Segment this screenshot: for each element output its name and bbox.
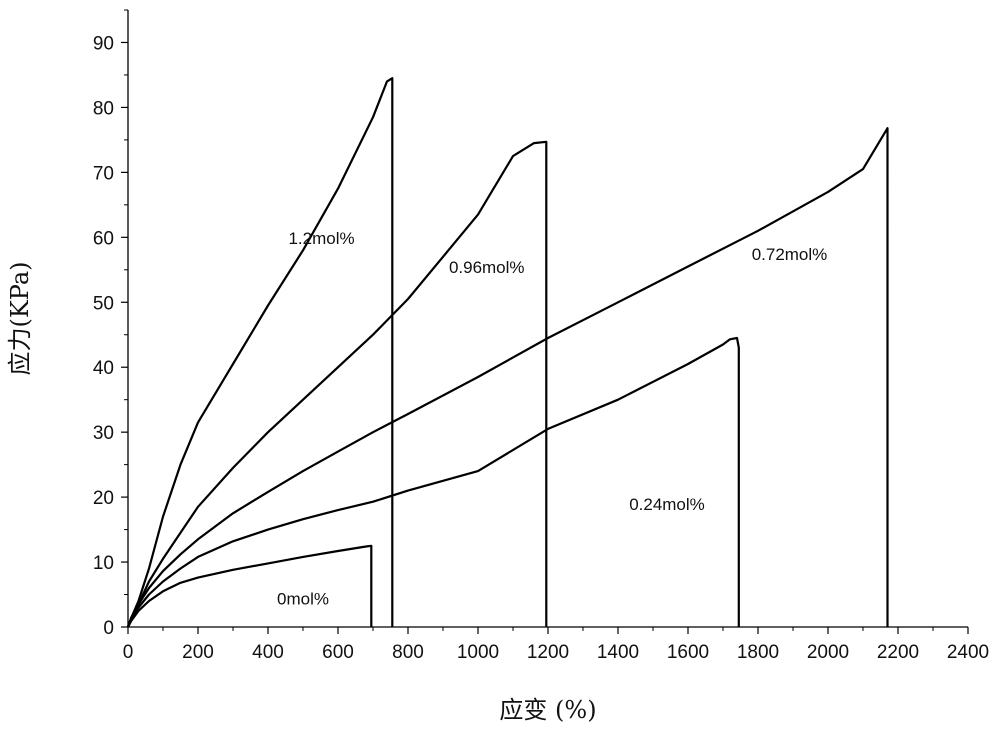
series-line: [126, 127, 889, 628]
x-tick-label: 2200: [877, 642, 919, 663]
x-tick-label: 2000: [807, 642, 849, 663]
y-tick-label: 20: [93, 488, 114, 509]
x-tick-label: 400: [252, 642, 284, 663]
y-tick-label: 30: [93, 423, 114, 444]
y-axis-title: 应力(KPa): [6, 261, 34, 375]
x-tick-label: 0: [123, 642, 134, 663]
series-label: 0.24mol%: [629, 495, 705, 514]
x-tick-label: 800: [392, 642, 424, 663]
series-line: [126, 77, 394, 628]
x-tick-label: 1800: [737, 642, 779, 663]
x-tick-label: 1400: [597, 642, 639, 663]
x-tick-label: 1000: [457, 642, 499, 663]
x-axis-title: 应变 (%): [499, 696, 596, 724]
y-tick-label: 80: [93, 98, 114, 119]
y-tick-label: 60: [93, 228, 114, 249]
y-tick-label: 90: [93, 33, 114, 54]
series-line: [126, 140, 548, 628]
y-tick-label: 50: [93, 293, 114, 314]
labels-layer: 0mol% 0.24mol% 0.72mol% 0.96mol% 1.2mol%: [277, 229, 827, 608]
series-label: 1.2mol%: [288, 229, 354, 248]
y-tick-label: 40: [93, 358, 114, 379]
series-line: [126, 336, 740, 628]
x-tick-label: 600: [322, 642, 354, 663]
y-tick-label: 10: [93, 553, 114, 574]
series-line: [127, 544, 373, 628]
x-tick-label: 2400: [947, 642, 989, 663]
x-tick-label: 1200: [527, 642, 569, 663]
series-label: 0mol%: [277, 589, 329, 608]
x-tick-label: 1600: [667, 642, 709, 663]
series-layer: [126, 77, 889, 628]
axes-layer: 0 200 400 600 800 1000 1200 1400 1600 1800 2000 220…: [93, 9, 989, 663]
series-label: 0.96mol%: [449, 258, 525, 277]
y-tick-label: 70: [93, 163, 114, 184]
series-label: 0.72mol%: [752, 245, 828, 264]
x-tick-label: 200: [182, 642, 214, 663]
y-tick-label: 0: [103, 618, 114, 639]
